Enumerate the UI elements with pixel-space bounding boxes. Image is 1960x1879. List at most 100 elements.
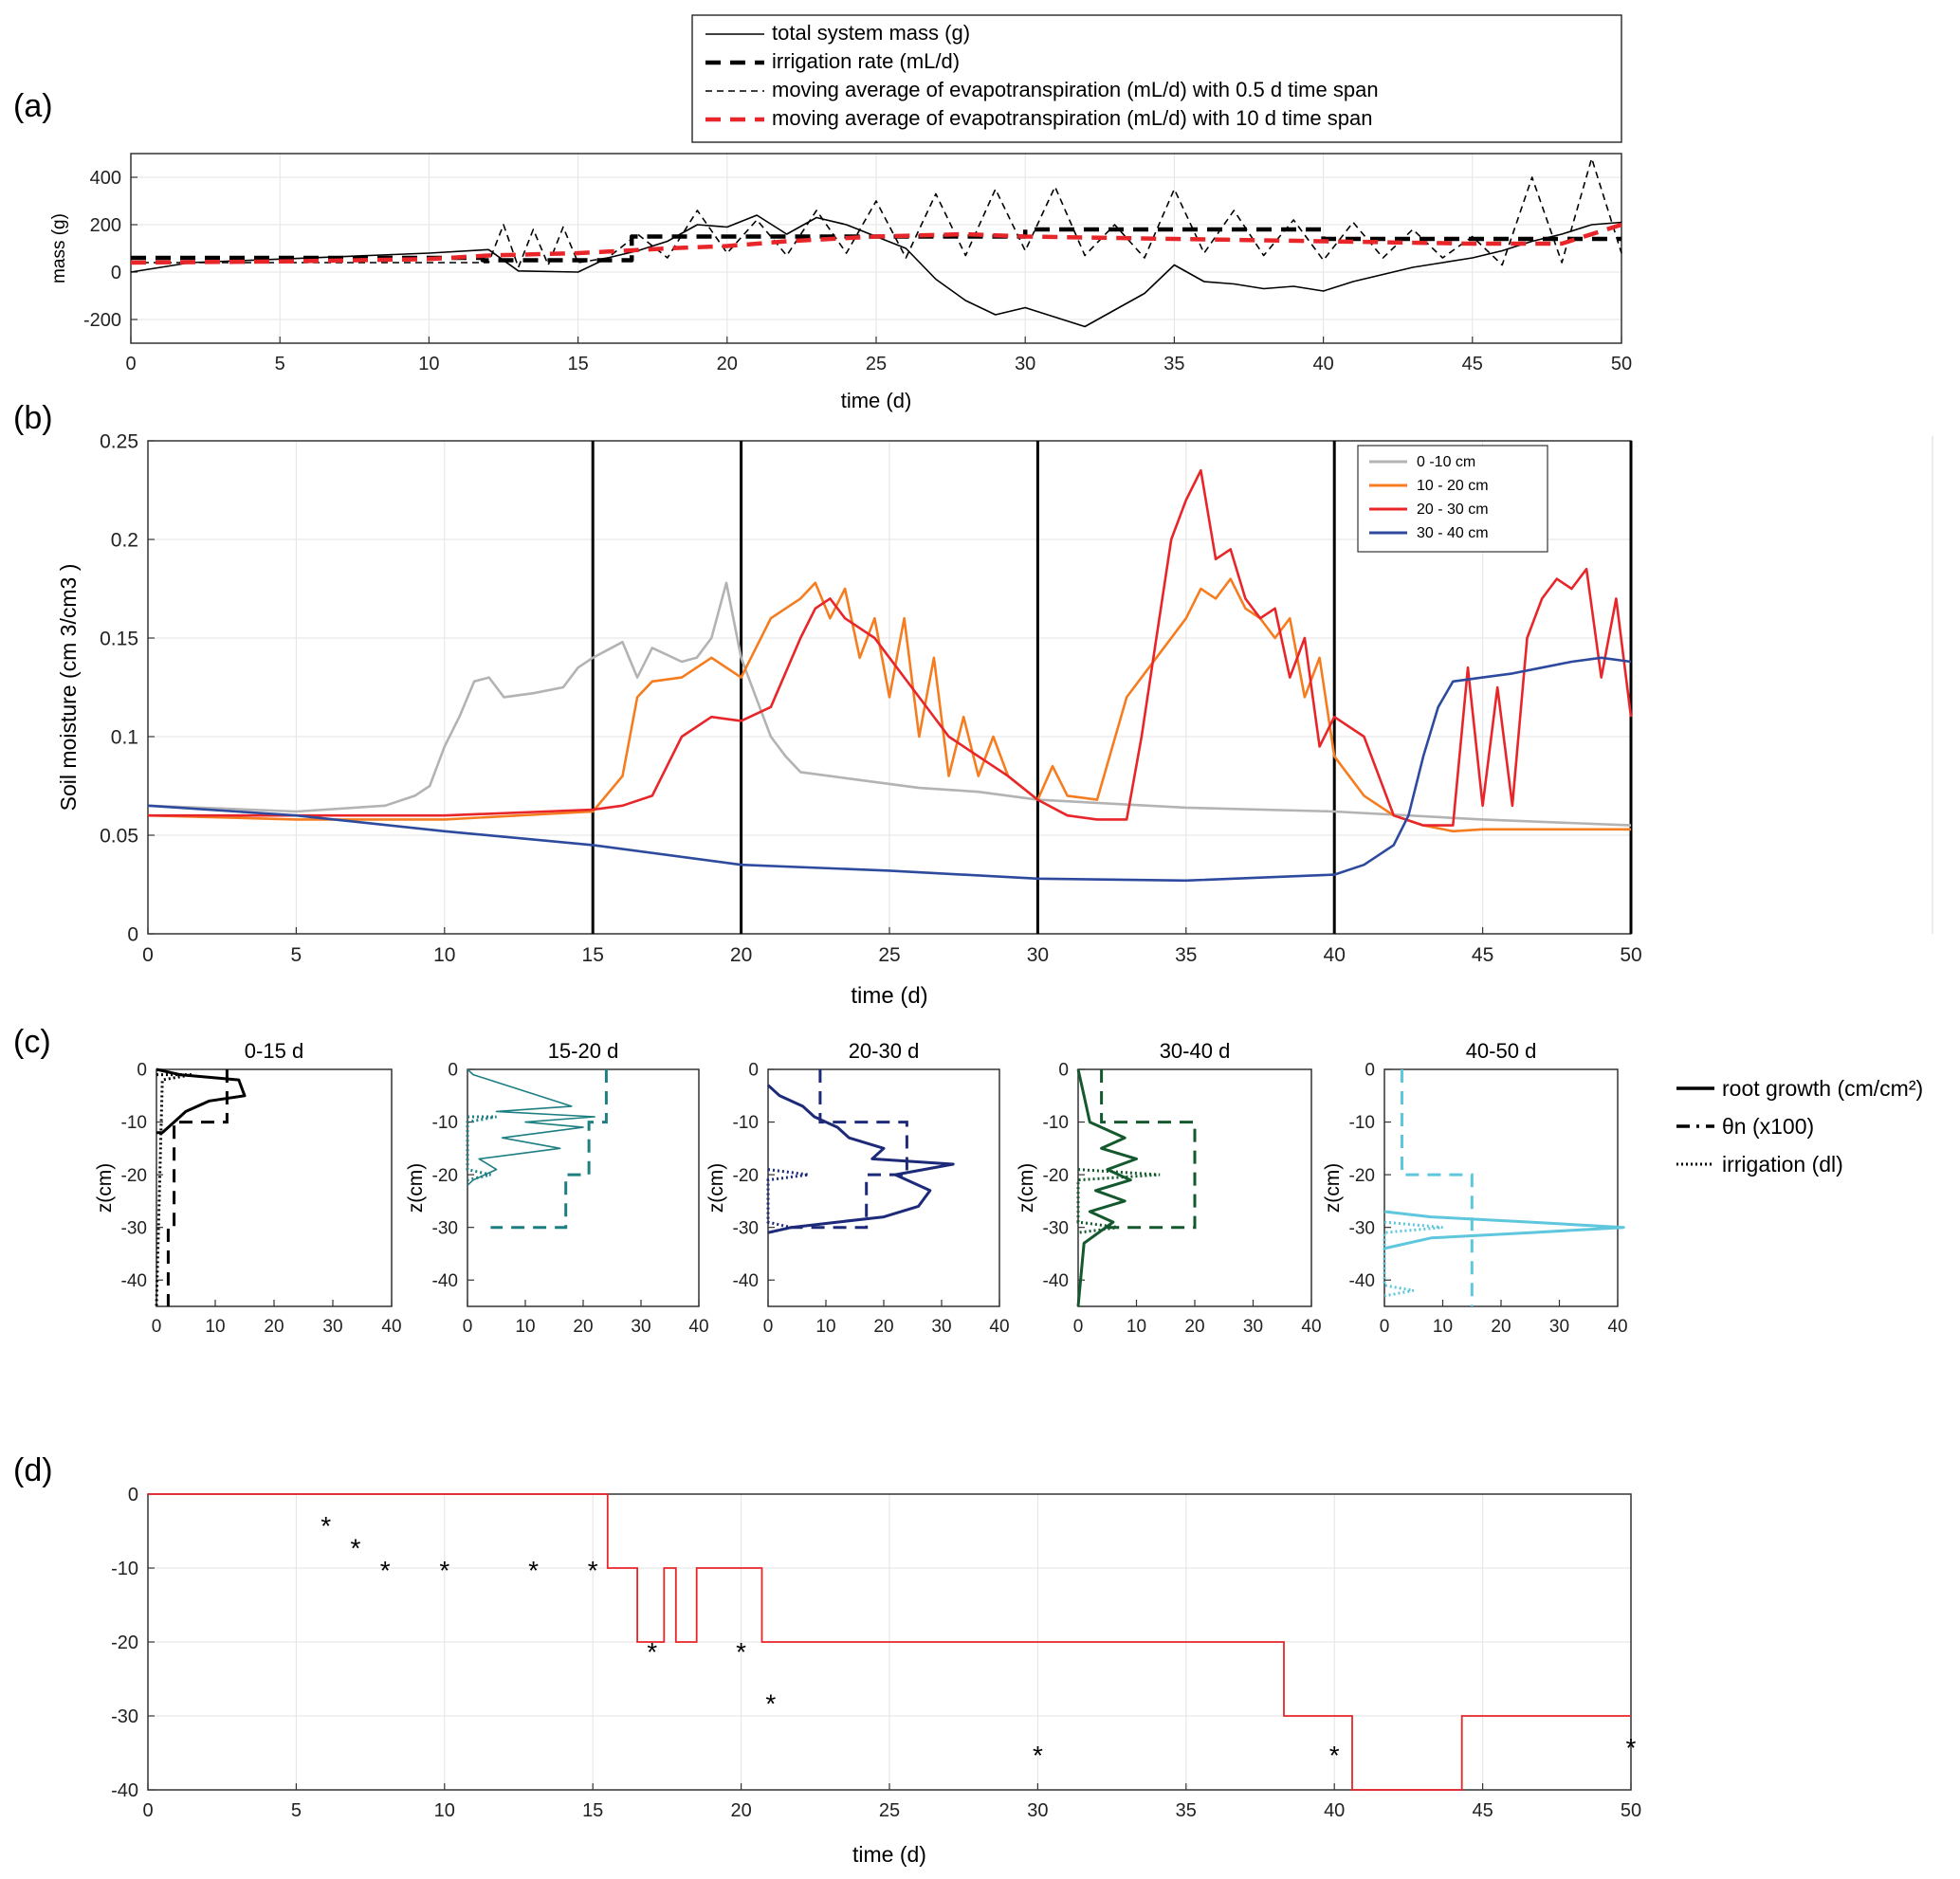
x-tick-label: 20: [717, 354, 738, 374]
y-tick-label: -10: [432, 1113, 458, 1133]
y-tick-label: -30: [432, 1218, 458, 1238]
scatter-point: *: [1626, 1733, 1637, 1762]
x-tick-label: 10: [433, 944, 455, 966]
subplot-title: 0-15 d: [245, 1039, 303, 1063]
y-tick-label: -40: [432, 1271, 458, 1291]
legend-label-2: 20 - 30 cm: [1417, 502, 1489, 518]
theta-line: [490, 1069, 608, 1230]
plot-frame: [1383, 1068, 1619, 1307]
x-tick-label: 0: [142, 1800, 153, 1821]
series-line-1: [147, 577, 1631, 833]
x-tick-label: 20: [264, 1317, 284, 1337]
chart-c: 0 10 20 30 40 0 -10 -20 -30 -40 0-15 d z(cm) 0 10 20 30…: [94, 1039, 1923, 1337]
y-tick-label: 0: [1058, 1061, 1069, 1081]
irrigation-line: [1076, 1168, 1161, 1234]
irrigation-line: [766, 1168, 809, 1234]
root-growth-line: [1076, 1068, 1138, 1307]
x-tick-label: 10: [434, 1800, 455, 1821]
panel-label-b: (b): [13, 400, 53, 436]
y-tick-label: 0.05: [100, 825, 138, 847]
x-tick-label: 20: [730, 1800, 751, 1821]
y-tick-label: -10: [733, 1113, 759, 1133]
y-tick-label: -10: [1349, 1113, 1375, 1133]
x-tick-label: 5: [291, 1800, 302, 1821]
y-tick-label: -20: [1349, 1166, 1375, 1186]
irrigation-line: [466, 1115, 497, 1182]
x-tick-label: 20: [1184, 1317, 1204, 1337]
x-tick-label: 0: [142, 944, 154, 966]
chart-d: 0 5 10 15 20 25 30 35 40 45 50 0 -10 -20 -30 -40 * * * * * * *…: [111, 1485, 1641, 1867]
x-tick-label: 30: [1015, 354, 1035, 374]
x-tick-label: 40: [989, 1317, 1009, 1337]
x-tick-label: 10: [1127, 1317, 1146, 1337]
irrigation-line: [155, 1073, 192, 1307]
x-tick-label: 15: [567, 354, 588, 374]
scatter-point: *: [765, 1688, 776, 1718]
x-tick-label: 30: [1549, 1317, 1569, 1337]
y-tick-label: -20: [432, 1166, 458, 1186]
y-tick-label: 0.1: [111, 726, 138, 748]
x-tick-label: 10: [815, 1317, 835, 1337]
x-tick-label: 30: [931, 1317, 951, 1337]
irrigation-line: [1383, 1220, 1443, 1298]
x-tick-label: 40: [1324, 1800, 1345, 1821]
subplot-4: 0 10 20 30 40 0 -10 -20 -30 -40 40-50 d z(cm): [1322, 1039, 1628, 1337]
legend-label-2: moving average of evapotranspiration (mL…: [772, 78, 1379, 101]
y-tick-label: -40: [1349, 1271, 1375, 1291]
y-tick-label: 0: [111, 263, 121, 283]
x-tick-label: 20: [730, 944, 752, 966]
plot-frame: [467, 1068, 700, 1307]
x-tick-label: 5: [291, 944, 302, 966]
x-tick-label: 25: [878, 944, 900, 966]
scatter-point: *: [380, 1556, 391, 1585]
y-axis-label: z(cm): [1016, 1163, 1037, 1213]
y-tick-label: 0: [1365, 1061, 1375, 1081]
chart-a: 0 5 10 15 20 25 30 35 40 45 50 -200 0 200 400 time (d) m…: [49, 14, 1632, 412]
x-axis-label: time (d): [851, 983, 927, 1009]
x-tick-label: 30: [1027, 1800, 1048, 1821]
x-tick-label: 40: [381, 1317, 401, 1337]
root-growth-line: [467, 1068, 595, 1186]
legend-label-0: root growth (cm/cm²): [1722, 1076, 1923, 1101]
x-tick-label: 35: [1176, 1800, 1197, 1821]
x-tick-label: 20: [1491, 1317, 1511, 1337]
y-axis-label: z(cm): [94, 1163, 116, 1213]
x-tick-label: 25: [866, 354, 887, 374]
theta-line: [166, 1069, 229, 1306]
legend-label-0: 0 -10 cm: [1417, 454, 1475, 470]
x-tick-label: 10: [418, 354, 439, 374]
scatter-point: *: [528, 1556, 539, 1585]
plot-frame: [156, 1068, 393, 1307]
y-tick-label: -30: [111, 1706, 138, 1727]
y-tick-label: -20: [1043, 1166, 1069, 1186]
y-tick-label: 0.2: [111, 529, 138, 551]
y-axis-label: z(cm): [1322, 1163, 1344, 1213]
y-tick-label: 0: [448, 1061, 458, 1081]
x-tick-label: 35: [1163, 354, 1184, 374]
x-tick-label: 0: [1380, 1317, 1390, 1337]
panel-label-a: (a): [13, 88, 53, 124]
y-tick-label: -30: [1043, 1218, 1069, 1238]
y-tick-label: -20: [111, 1633, 138, 1653]
y-tick-label: -20: [121, 1166, 147, 1186]
x-tick-label: 15: [582, 944, 604, 966]
x-tick-label: 40: [1301, 1317, 1321, 1337]
legend-label-1: θn (x100): [1722, 1114, 1814, 1139]
y-tick-label: 200: [90, 215, 121, 236]
series-line-3: [147, 656, 1632, 883]
scatter-point: *: [439, 1556, 449, 1585]
subplot-title: 40-50 d: [1466, 1039, 1537, 1063]
x-tick-label: 50: [1611, 354, 1632, 374]
x-tick-label: 40: [1312, 354, 1333, 374]
x-tick-label: 0: [1073, 1317, 1084, 1337]
plot-frame: [1077, 1068, 1312, 1307]
x-tick-label: 5: [275, 354, 285, 374]
legend-label-1: irrigation rate (mL/d): [772, 49, 960, 73]
root-growth-line: [1383, 1210, 1625, 1250]
x-tick-label: 50: [1621, 1800, 1641, 1821]
x-tick-label: 40: [688, 1317, 708, 1337]
y-tick-label: -40: [111, 1780, 138, 1801]
panel-label-c: (c): [13, 1024, 51, 1060]
y-tick-label: 400: [90, 168, 121, 189]
